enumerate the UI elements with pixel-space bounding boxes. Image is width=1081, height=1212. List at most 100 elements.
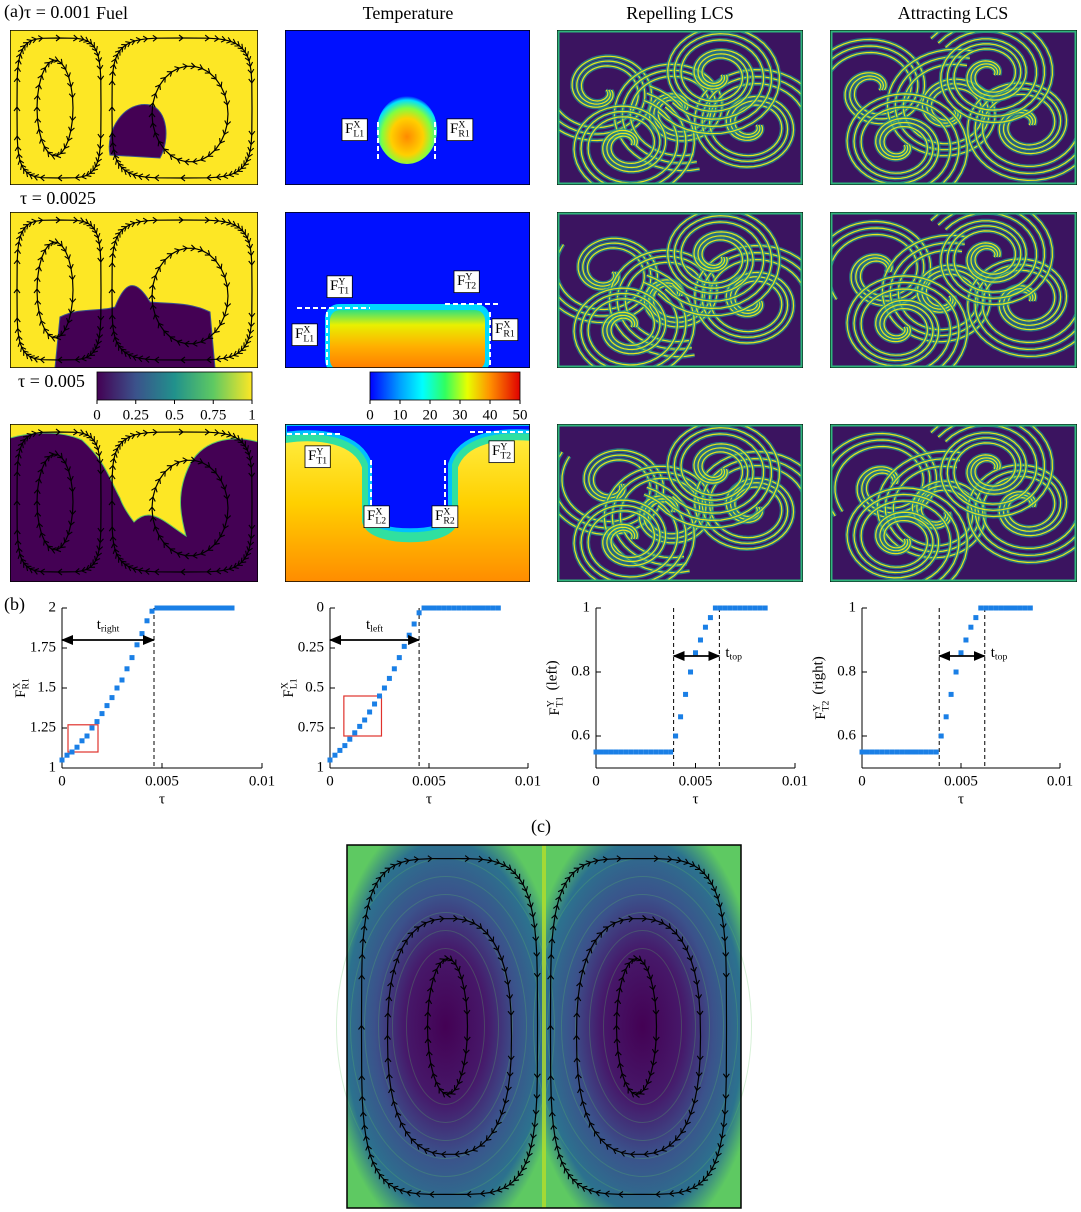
marker bbox=[215, 606, 220, 611]
marker bbox=[190, 606, 195, 611]
marker bbox=[673, 734, 678, 739]
marker bbox=[95, 719, 100, 724]
marker bbox=[968, 625, 973, 630]
colorbar-tick-label: 50 bbox=[513, 407, 528, 423]
label-sub: T2 bbox=[821, 700, 832, 711]
x-tick-label: 0.01 bbox=[249, 773, 275, 789]
marker bbox=[884, 750, 889, 755]
label-base: F bbox=[367, 508, 375, 524]
marker bbox=[963, 638, 968, 643]
colorbar-tick-label: 0.5 bbox=[165, 407, 184, 423]
marker bbox=[899, 750, 904, 755]
marker bbox=[486, 606, 491, 611]
y-axis-label: FXR1 bbox=[12, 678, 32, 698]
marker bbox=[698, 638, 703, 643]
marker bbox=[703, 625, 708, 630]
y-tick-label: 1.25 bbox=[30, 719, 56, 735]
marker bbox=[983, 606, 988, 611]
label-base: F bbox=[813, 711, 829, 719]
marker bbox=[150, 609, 155, 614]
column-title: Temperature bbox=[363, 3, 454, 23]
marker bbox=[412, 622, 417, 627]
marker bbox=[195, 606, 200, 611]
column-title: Fuel bbox=[96, 3, 128, 23]
marker bbox=[75, 745, 80, 750]
x-tick-label: 0 bbox=[858, 773, 866, 789]
label-sub: L1 bbox=[303, 334, 314, 345]
marker bbox=[763, 606, 768, 611]
marker bbox=[959, 650, 964, 655]
label-suffix: (left) bbox=[545, 660, 561, 690]
marker bbox=[978, 606, 983, 611]
field-panel bbox=[539, 210, 825, 379]
marker bbox=[909, 750, 914, 755]
marker bbox=[342, 743, 347, 748]
panel-label: (a) bbox=[4, 1, 24, 22]
marker bbox=[140, 631, 145, 636]
marker bbox=[954, 670, 959, 675]
y-axis-label: FXL1 bbox=[280, 678, 300, 697]
marker bbox=[733, 606, 738, 611]
front-label: FXL1 bbox=[292, 324, 317, 346]
marker bbox=[683, 692, 688, 697]
marker bbox=[693, 650, 698, 655]
label-sub: R1 bbox=[458, 129, 470, 140]
panel-label: (b) bbox=[4, 594, 25, 615]
column-title: Attracting LCS bbox=[898, 3, 1009, 23]
marker bbox=[165, 606, 170, 611]
marker bbox=[934, 750, 939, 755]
front-label: FYT1 bbox=[327, 276, 352, 298]
marker bbox=[919, 750, 924, 755]
marker bbox=[643, 750, 648, 755]
hot-region bbox=[330, 310, 485, 370]
y-tick-label: 0.25 bbox=[298, 639, 324, 655]
marker bbox=[422, 606, 427, 611]
x-tick-label: 0.01 bbox=[1047, 773, 1073, 789]
marker bbox=[688, 670, 693, 675]
label-sub: T2 bbox=[465, 281, 476, 292]
x-axis-label: τ bbox=[958, 791, 964, 807]
marker bbox=[993, 606, 998, 611]
front-label: FYT1 bbox=[305, 446, 330, 468]
marker bbox=[180, 606, 185, 611]
label-sub: R1 bbox=[503, 329, 515, 340]
marker bbox=[728, 606, 733, 611]
marker bbox=[869, 750, 874, 755]
marker bbox=[668, 750, 673, 755]
chart: 00.0050.0111.251.51.752τFXR1tright bbox=[12, 599, 275, 807]
marker bbox=[988, 606, 993, 611]
label-base: F bbox=[495, 321, 503, 337]
colorbar-tick-label: 0 bbox=[93, 407, 101, 423]
colorbar-tick-label: 40 bbox=[483, 407, 498, 423]
y-tick-label: 0.8 bbox=[571, 663, 590, 679]
field-panel bbox=[285, 30, 530, 185]
column-title: Repelling LCS bbox=[626, 3, 734, 23]
x-tick-label: 0 bbox=[326, 773, 334, 789]
marker bbox=[663, 750, 668, 755]
marker bbox=[889, 750, 894, 755]
marker bbox=[205, 606, 210, 611]
label-base: F bbox=[13, 690, 29, 698]
label-sub: T1 bbox=[338, 286, 349, 297]
field-panel bbox=[812, 198, 1081, 386]
marker bbox=[427, 606, 432, 611]
marker bbox=[80, 738, 85, 743]
colorbar bbox=[97, 372, 252, 400]
marker bbox=[377, 694, 382, 699]
label-sub: T1 bbox=[316, 456, 327, 467]
marker bbox=[1028, 606, 1033, 611]
marker bbox=[362, 718, 367, 723]
field-panel bbox=[818, 410, 1081, 598]
marker bbox=[718, 606, 723, 611]
marker bbox=[456, 606, 461, 611]
marker bbox=[135, 642, 140, 647]
y-tick-label: 0.75 bbox=[298, 719, 324, 735]
marker bbox=[723, 606, 728, 611]
interval-label: tleft bbox=[366, 617, 383, 634]
colorbar-tick-label: 30 bbox=[453, 407, 468, 423]
marker bbox=[417, 610, 422, 615]
front-label: FYT2 bbox=[454, 271, 479, 293]
marker bbox=[70, 750, 75, 755]
y-tick-label: 1 bbox=[317, 759, 325, 775]
